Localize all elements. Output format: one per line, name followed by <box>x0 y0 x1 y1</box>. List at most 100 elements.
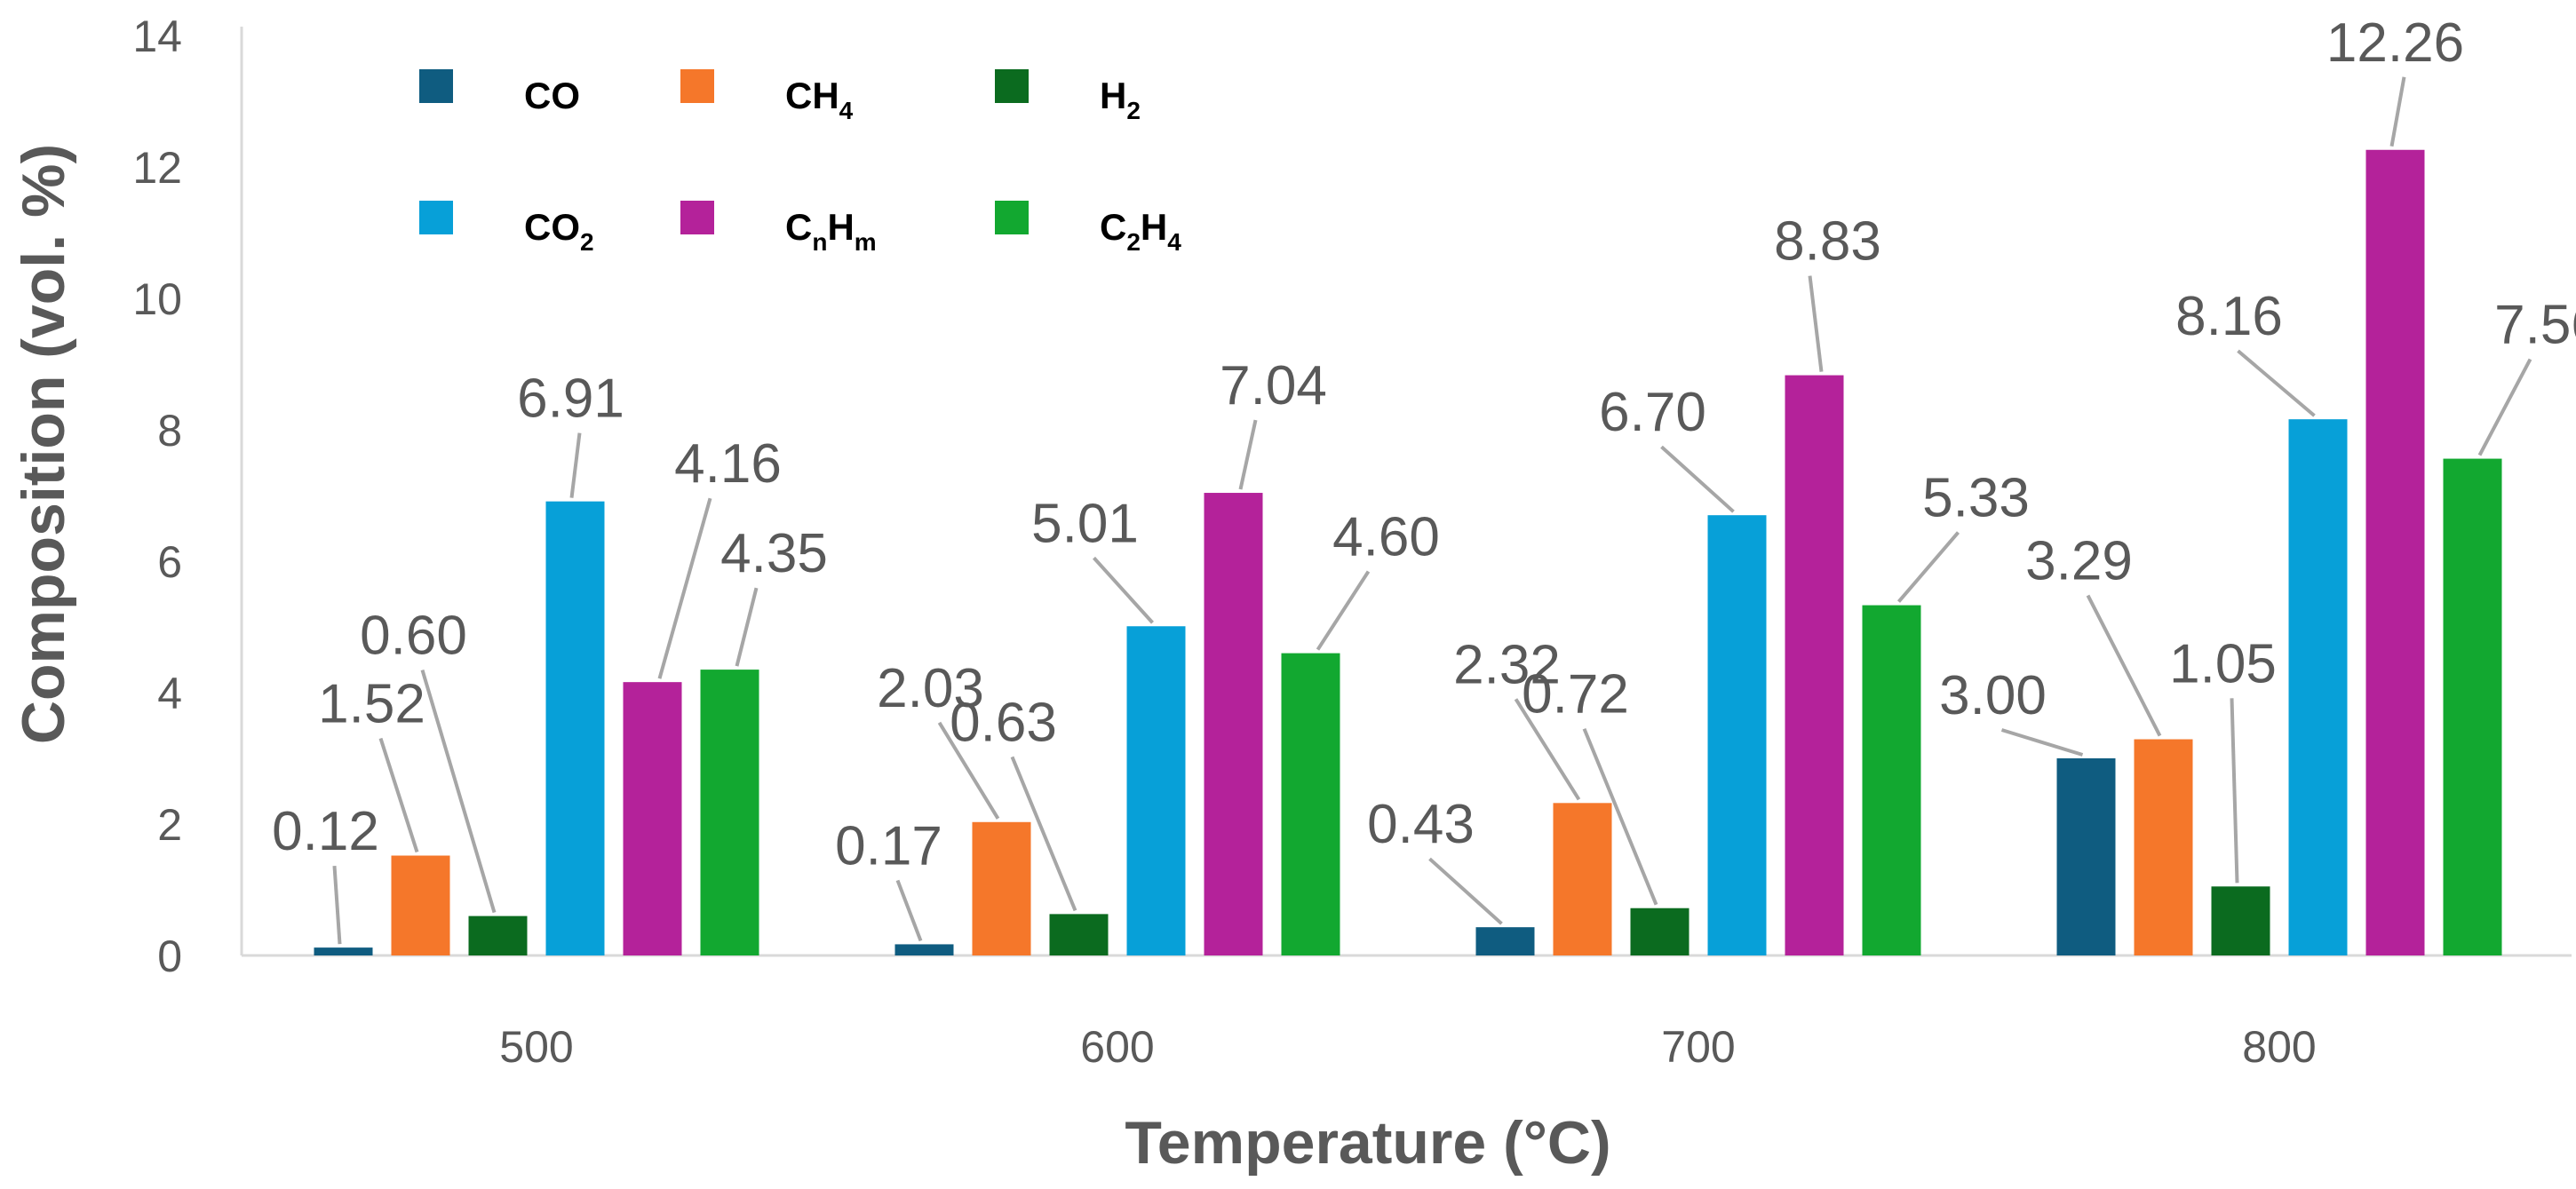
data-label-ch4-600: 2.03 <box>877 658 984 719</box>
legend-swatch-cnhm <box>680 201 714 234</box>
leader-line <box>2477 358 2532 456</box>
data-label-co2-600: 5.01 <box>1031 493 1139 554</box>
data-label-cnhm-600: 7.04 <box>1220 355 1327 416</box>
data-label-ch4-800: 3.29 <box>2025 531 2133 592</box>
data-label-cnhm-800: 12.26 <box>2326 12 2464 74</box>
data-label-c2h4-700: 5.33 <box>1922 468 2030 529</box>
leader-line <box>420 670 497 914</box>
leader-line <box>1582 727 1658 906</box>
bar-h2-600 <box>1049 914 1109 955</box>
bar-c2h4-700 <box>1862 605 1921 955</box>
legend-swatch-c2h4 <box>995 201 1029 234</box>
leader-line <box>1093 556 1154 624</box>
bar-ch4-600 <box>972 821 1031 955</box>
bar-cnhm-500 <box>623 682 682 955</box>
data-label-co-700: 0.43 <box>1367 794 1475 855</box>
legend-swatch-h2 <box>995 69 1029 103</box>
leader-line <box>378 737 419 853</box>
bar-co2-600 <box>1126 626 1186 955</box>
legend-label-c2h4: C2H4 <box>1100 206 1181 256</box>
leader-line <box>2389 76 2406 147</box>
data-label-h2-700: 0.72 <box>1522 664 1629 725</box>
legend-label-co2: CO2 <box>524 206 594 256</box>
bar-co-500 <box>314 947 373 955</box>
data-label-co-500: 0.12 <box>272 801 379 862</box>
data-label-ch4-700: 2.32 <box>1453 634 1561 695</box>
y-tick-label: 14 <box>132 12 182 61</box>
leader-lines <box>332 76 2532 945</box>
legend-label-h2: H2 <box>1100 75 1141 124</box>
leader-line <box>1010 756 1077 912</box>
data-label-c2h4-600: 4.60 <box>1332 507 1440 568</box>
legend-label-ch4: CH4 <box>785 75 854 124</box>
legend-swatch-ch4 <box>680 69 714 103</box>
y-tick-label: 2 <box>157 800 182 850</box>
leader-line <box>1808 275 1824 372</box>
data-label-h2-500: 0.60 <box>360 606 467 667</box>
x-tick-label: 800 <box>2242 1022 2316 1072</box>
bar-h2-500 <box>468 916 528 955</box>
leader-line <box>1660 445 1735 513</box>
bar-co-800 <box>2056 758 2116 955</box>
leader-line <box>657 497 712 679</box>
bar-co2-700 <box>1707 515 1767 955</box>
data-label-cnhm-700: 8.83 <box>1774 211 1881 273</box>
y-tick-label: 10 <box>132 274 182 324</box>
y-tick-label: 4 <box>157 669 182 718</box>
leader-line <box>937 721 1000 820</box>
x-tick-label: 600 <box>1080 1022 1154 1072</box>
legend-swatch-co2 <box>419 201 453 234</box>
x-tick-label: 700 <box>1661 1022 1735 1072</box>
x-axis-ticks: 500 600 700 800 <box>499 1022 2316 1072</box>
legend-swatch-co <box>419 69 453 103</box>
x-tick-label: 500 <box>499 1022 573 1072</box>
x-axis-title: Temperature (°C) <box>1125 1109 1610 1177</box>
data-label-co-800: 3.00 <box>1939 665 2047 726</box>
bar-c2h4-500 <box>700 670 759 955</box>
bar-co-700 <box>1475 927 1535 955</box>
leader-line <box>569 432 582 498</box>
legend: CO CH4 H2 CO2 CnHm C2H4 <box>419 69 1181 256</box>
legend-label-cnhm: CnHm <box>785 206 877 256</box>
bar-ch4-800 <box>2134 739 2193 955</box>
leader-line <box>1238 419 1258 490</box>
leader-line <box>1896 531 1960 603</box>
leader-line <box>332 865 342 945</box>
bar-cnhm-700 <box>1785 375 1844 956</box>
y-tick-label: 12 <box>132 143 182 193</box>
y-axis-ticks: 0 2 4 6 8 10 12 14 <box>132 12 182 981</box>
leader-line <box>1514 698 1581 801</box>
leader-line <box>2086 594 2162 737</box>
bar-h2-800 <box>2211 886 2270 955</box>
leader-line <box>895 879 923 942</box>
bar-co-600 <box>894 944 954 955</box>
leader-line <box>1316 570 1371 651</box>
data-label-c2h4-500: 4.35 <box>720 523 828 584</box>
leader-line <box>2000 728 2084 757</box>
bar-co2-800 <box>2288 419 2348 955</box>
y-axis-title: Composition (vol. %) <box>10 144 77 744</box>
bar-cnhm-800 <box>2365 149 2425 955</box>
bar-ch4-500 <box>391 855 450 955</box>
data-label-co2-800: 8.16 <box>2175 286 2283 347</box>
bar-co2-500 <box>545 501 605 955</box>
bar-cnhm-600 <box>1204 493 1263 955</box>
bar-ch4-700 <box>1553 803 1612 955</box>
y-tick-label: 8 <box>157 406 182 456</box>
bar-h2-700 <box>1630 908 1690 955</box>
y-tick-label: 0 <box>157 931 182 981</box>
data-label-h2-800: 1.05 <box>2169 633 2277 694</box>
leader-line <box>2237 349 2316 417</box>
y-tick-label: 6 <box>157 537 182 587</box>
bar-c2h4-800 <box>2443 458 2502 955</box>
data-label-ch4-500: 1.52 <box>318 674 425 735</box>
data-label-co2-500: 6.91 <box>517 369 624 430</box>
legend-label-co: CO <box>524 75 580 116</box>
data-label-c2h4-800: 7.56 <box>2494 295 2576 356</box>
data-label-co-600: 0.17 <box>835 815 942 876</box>
data-labels: 0.12 0.17 0.43 3.00 1.52 2.03 2.32 3.29 0.60 0.63… <box>272 12 2576 877</box>
bar-c2h4-600 <box>1281 653 1340 955</box>
data-label-cnhm-500: 4.16 <box>674 433 782 495</box>
data-label-co2-700: 6.70 <box>1599 382 1706 443</box>
